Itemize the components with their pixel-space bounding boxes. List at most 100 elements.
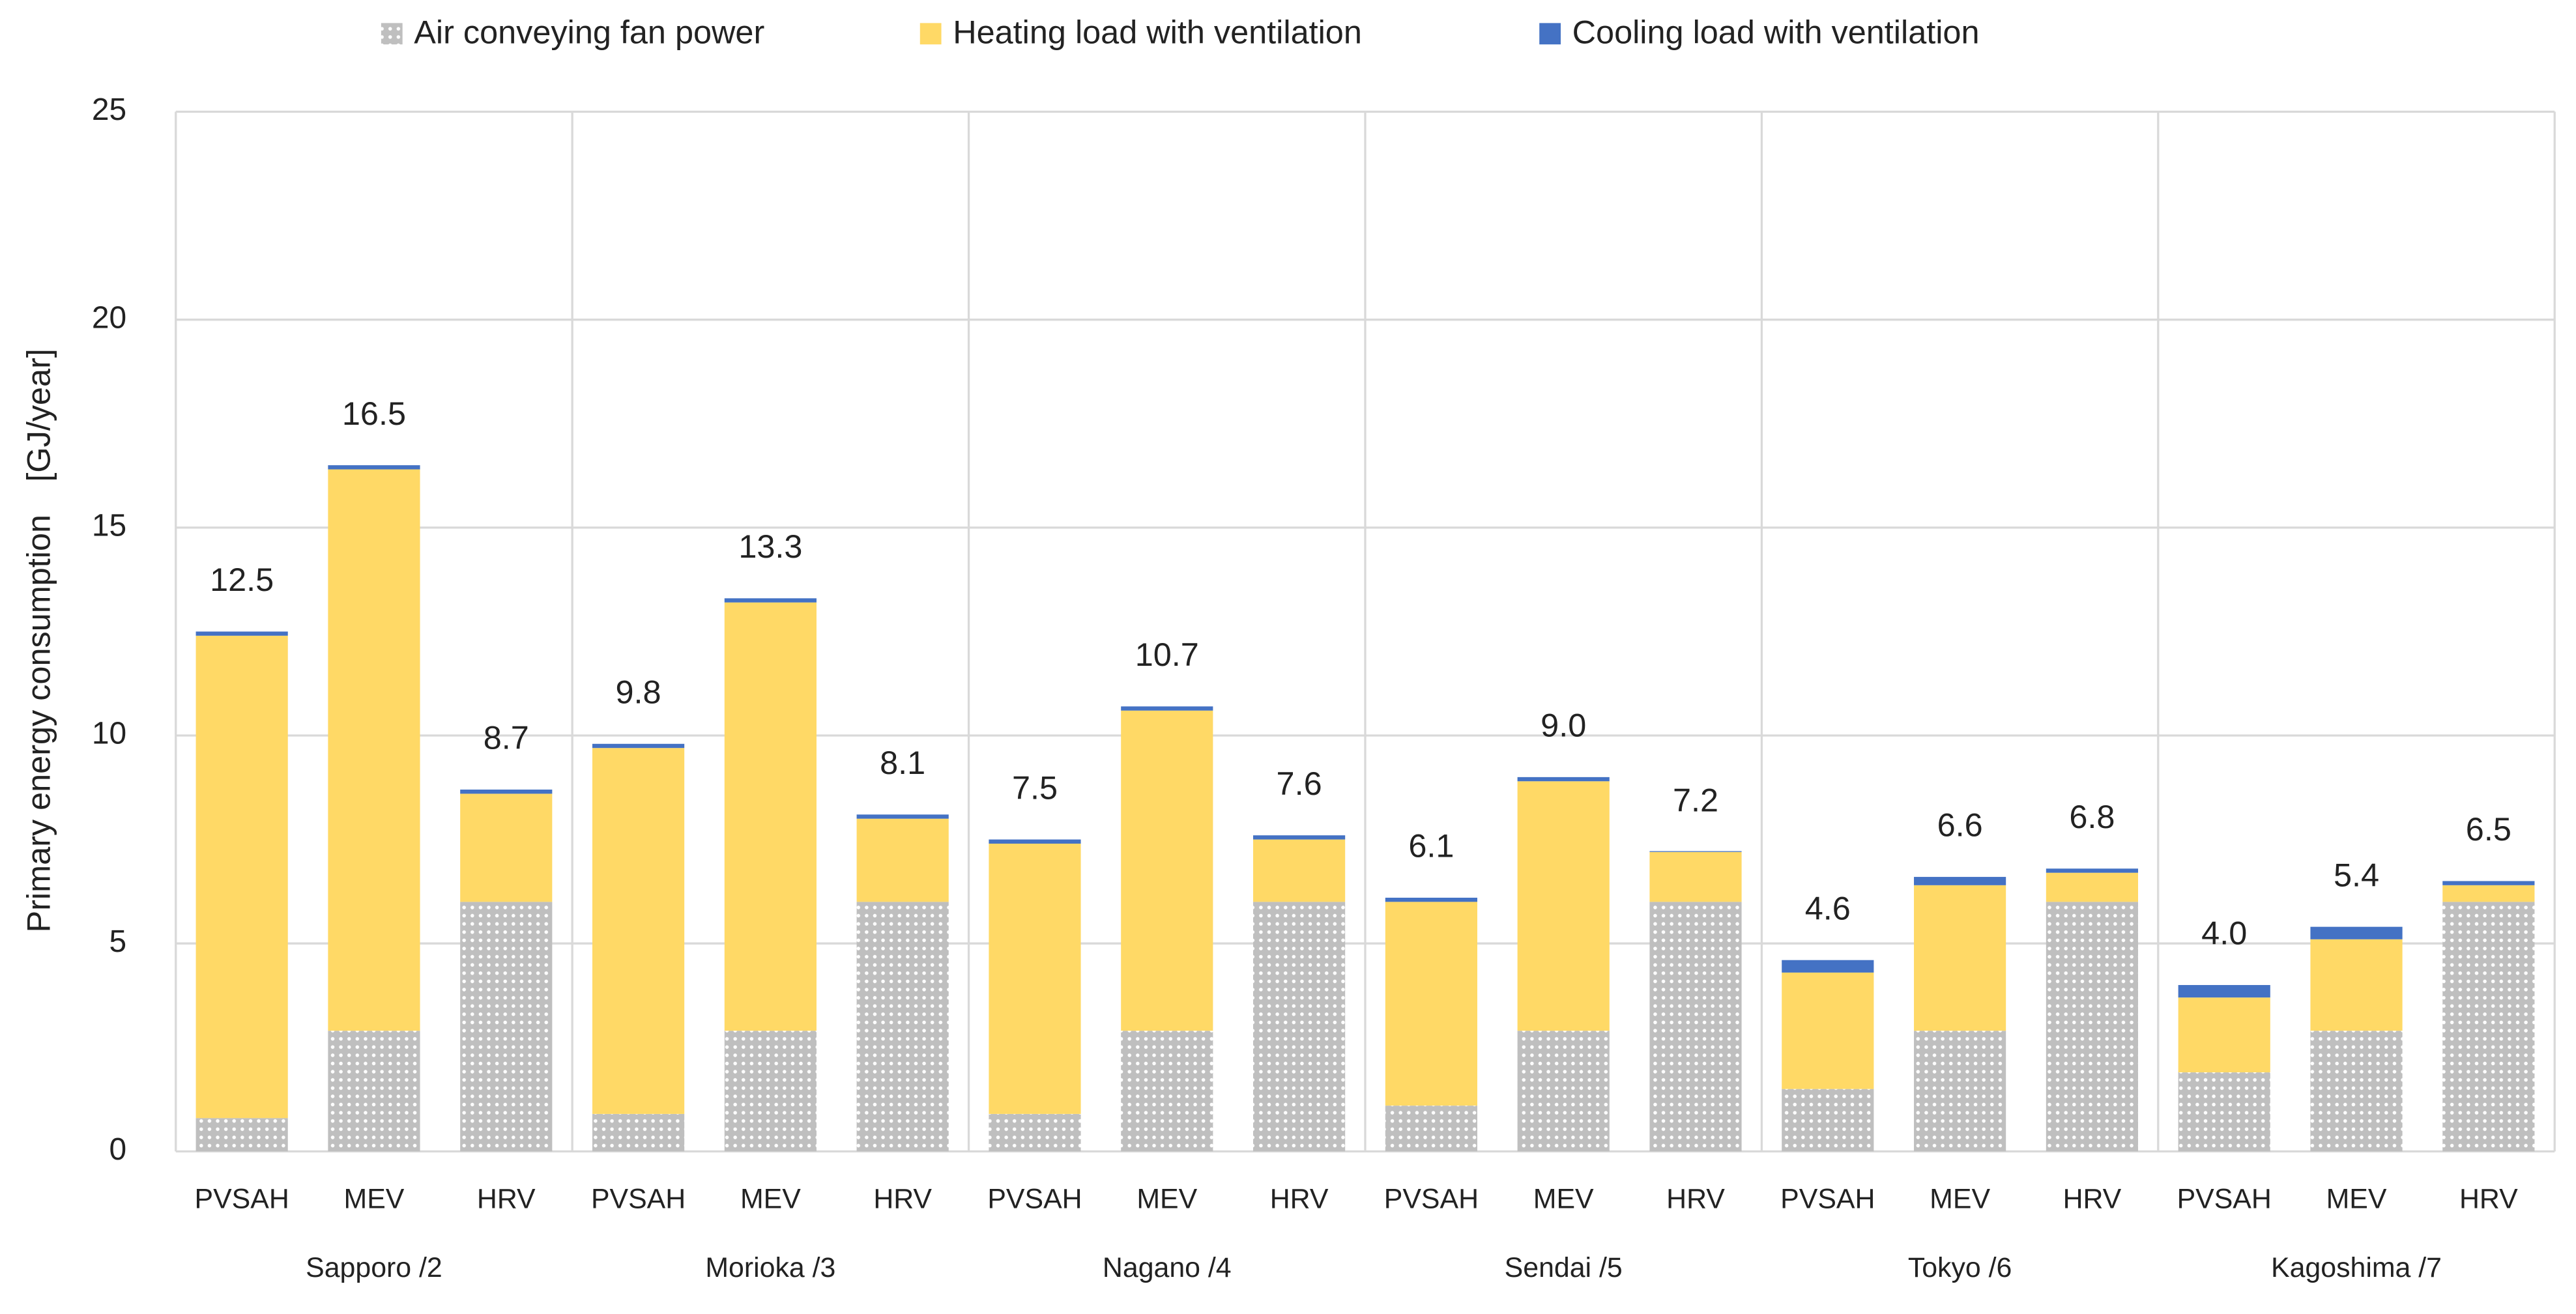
x-tick-label: MEV bbox=[2326, 1183, 2387, 1214]
total-label: 6.1 bbox=[1408, 827, 1454, 864]
bar-segment bbox=[1517, 777, 1610, 782]
x-tick-label: MEV bbox=[740, 1183, 801, 1214]
bar-segment bbox=[1252, 835, 1346, 840]
bar-segment bbox=[1914, 877, 2006, 885]
bar-segment bbox=[195, 631, 288, 636]
total-label: 4.0 bbox=[2201, 915, 2247, 952]
bar-segment bbox=[2310, 939, 2403, 1031]
total-label: 9.8 bbox=[616, 673, 661, 710]
bar-segment bbox=[1385, 1106, 1477, 1152]
bar-segment bbox=[2178, 1072, 2270, 1152]
bar-segment bbox=[1121, 706, 1213, 711]
bar-segment bbox=[2442, 881, 2535, 885]
bar-segment bbox=[2442, 885, 2535, 902]
bar-segment bbox=[724, 598, 817, 603]
legend-label: Heating load with ventilation bbox=[953, 13, 1362, 50]
group-label: Sapporo /2 bbox=[306, 1252, 442, 1283]
bar-segment bbox=[856, 902, 949, 1152]
bar-segment bbox=[1649, 902, 1742, 1152]
y-tick-label: 5 bbox=[109, 924, 126, 959]
group-label: Tokyo /6 bbox=[1908, 1252, 2012, 1283]
legend-swatch bbox=[381, 23, 403, 45]
total-label: 12.5 bbox=[210, 561, 274, 598]
bar-segment bbox=[856, 814, 949, 819]
bar-segment bbox=[1385, 897, 1477, 902]
total-label: 7.6 bbox=[1277, 765, 1322, 802]
bar-segment bbox=[2310, 926, 2403, 939]
total-label: 13.3 bbox=[738, 528, 802, 565]
total-label: 6.6 bbox=[1937, 807, 1983, 844]
y-axis-title: Primary energy consumption [GJ/year] bbox=[20, 349, 57, 932]
bar-segment bbox=[2046, 902, 2139, 1152]
x-tick-label: PVSAH bbox=[1780, 1183, 1875, 1214]
bar-segment bbox=[328, 469, 420, 1031]
x-tick-label: MEV bbox=[1930, 1183, 1990, 1214]
bar-segment bbox=[460, 790, 553, 794]
y-tick-label: 0 bbox=[109, 1132, 126, 1167]
bar-segment bbox=[460, 902, 553, 1152]
total-label: 10.7 bbox=[1135, 636, 1199, 673]
total-label: 7.5 bbox=[1012, 769, 1058, 806]
x-tick-label: HRV bbox=[2063, 1183, 2122, 1214]
bar-segment bbox=[1782, 1089, 1874, 1152]
y-tick-label: 15 bbox=[92, 509, 126, 543]
total-label: 16.5 bbox=[342, 395, 406, 432]
bar-segment bbox=[1782, 972, 1874, 1089]
bar-segment bbox=[856, 818, 949, 902]
bar-segment bbox=[195, 635, 288, 1119]
x-tick-label: HRV bbox=[1666, 1183, 1725, 1214]
bar-segment bbox=[1121, 710, 1213, 1031]
bar-segment bbox=[328, 1031, 420, 1152]
group-label: Kagoshima /7 bbox=[2271, 1252, 2442, 1283]
bar-segment bbox=[328, 465, 420, 470]
bar-segment bbox=[460, 793, 553, 902]
legend-label: Cooling load with ventilation bbox=[1572, 13, 1980, 50]
total-label: 8.1 bbox=[880, 744, 925, 781]
x-tick-label: PVSAH bbox=[2177, 1183, 2272, 1214]
bar-segment bbox=[2046, 872, 2139, 902]
bar-segment bbox=[1914, 1031, 2006, 1152]
bar-segment bbox=[2310, 1031, 2403, 1152]
total-label: 5.4 bbox=[2334, 856, 2379, 893]
bar-segment bbox=[1517, 781, 1610, 1031]
bar-segment bbox=[2178, 985, 2270, 998]
total-label: 6.5 bbox=[2466, 810, 2511, 848]
group-label: Morioka /3 bbox=[705, 1252, 835, 1283]
x-tick-label: MEV bbox=[1136, 1183, 1197, 1214]
total-label: 6.8 bbox=[2069, 798, 2115, 835]
bar-segment bbox=[1782, 960, 1874, 973]
legend-swatch bbox=[919, 23, 942, 45]
y-tick-label: 20 bbox=[92, 300, 126, 335]
x-tick-label: HRV bbox=[1270, 1183, 1329, 1214]
y-tick-label: 10 bbox=[92, 717, 126, 751]
bar-segment bbox=[724, 1031, 817, 1152]
x-tick-label: MEV bbox=[1533, 1183, 1594, 1214]
bar-segment bbox=[195, 1118, 288, 1152]
bar-segment bbox=[592, 743, 685, 749]
total-label: 7.2 bbox=[1673, 781, 1718, 818]
bar-segment bbox=[1517, 1031, 1610, 1152]
bar-segment bbox=[1252, 902, 1346, 1152]
bar-segment bbox=[592, 1113, 685, 1152]
group-label: Sendai /5 bbox=[1505, 1252, 1623, 1283]
x-tick-label: HRV bbox=[873, 1183, 932, 1214]
x-tick-label: PVSAH bbox=[195, 1183, 289, 1214]
bar-segment bbox=[592, 748, 685, 1114]
total-label: 9.0 bbox=[1541, 707, 1586, 744]
bar-segment bbox=[2178, 997, 2270, 1073]
bar-segment bbox=[989, 1113, 1081, 1152]
bar-segment bbox=[1121, 1031, 1213, 1152]
bar-segment bbox=[1385, 902, 1477, 1106]
legend-label: Air conveying fan power bbox=[414, 13, 764, 50]
legend-swatch bbox=[1539, 23, 1561, 45]
x-tick-label: PVSAH bbox=[987, 1183, 1082, 1214]
total-label: 8.7 bbox=[484, 719, 529, 756]
x-tick-label: MEV bbox=[344, 1183, 405, 1214]
group-label: Nagano /4 bbox=[1103, 1252, 1232, 1283]
total-label: 4.6 bbox=[1805, 889, 1851, 926]
bar-segment bbox=[2442, 902, 2535, 1152]
bar-segment bbox=[1649, 851, 1742, 902]
x-tick-label: PVSAH bbox=[1384, 1183, 1479, 1214]
bar-segment bbox=[989, 843, 1081, 1114]
